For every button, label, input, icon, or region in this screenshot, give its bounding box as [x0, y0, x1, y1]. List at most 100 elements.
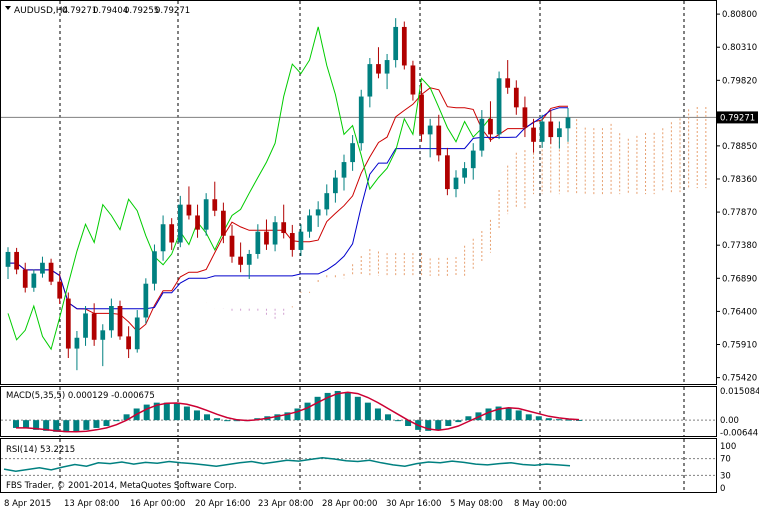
time-tick-label: 13 Apr 08:00 — [64, 499, 119, 509]
macd-bar — [83, 420, 90, 430]
candle-body — [246, 253, 252, 265]
candle-body — [496, 78, 502, 135]
candle-body — [453, 177, 459, 190]
candle-body — [57, 281, 63, 299]
macd-bar — [344, 392, 351, 421]
chikou-line — [7, 26, 491, 351]
macd-bar — [445, 420, 452, 426]
quote-high: 0.79404 — [93, 6, 128, 16]
symbol-label: AUDUSD,H4 — [14, 6, 69, 16]
main-chart-frame — [0, 0, 717, 385]
candle-body — [419, 94, 424, 135]
tenkan-line — [8, 87, 568, 332]
chevron-down-icon[interactable] — [5, 6, 11, 10]
candle-body — [229, 235, 235, 257]
current-price-label: 0.79271 — [720, 113, 755, 123]
candle-body — [212, 199, 218, 211]
candle-body — [134, 317, 140, 350]
macd-bar — [93, 420, 100, 428]
macd-bar — [143, 404, 150, 421]
time-tick-label: 5 May 08:00 — [450, 499, 503, 509]
candle-body — [65, 298, 71, 349]
macd-bar — [43, 420, 50, 431]
rsi-line: 100 70 30 0 — [1, 442, 736, 494]
macd-bar — [364, 402, 371, 421]
macd-bar — [73, 420, 80, 432]
candle-body — [281, 222, 287, 234]
rsi-series — [3, 457, 571, 472]
price-tick-label: 0.79820 — [722, 76, 757, 86]
rsi-label: RSI(14) 53.2215 — [6, 445, 75, 455]
macd-bar — [425, 420, 432, 431]
candle-body — [393, 26, 399, 61]
current-price-badge — [717, 111, 758, 124]
candle-body — [203, 199, 209, 230]
candle-body — [324, 193, 330, 210]
price-tick-label: 0.78850 — [722, 142, 757, 152]
candle-body — [221, 210, 226, 236]
candle-body — [427, 125, 433, 135]
time-tick-label: 30 Apr 16:00 — [386, 499, 441, 509]
candle-body — [315, 209, 321, 216]
macd-bar — [525, 414, 532, 421]
price-tick-label: 0.75910 — [722, 341, 757, 351]
macd-bar — [153, 402, 160, 421]
macd-bar — [374, 408, 381, 421]
candle-body — [565, 117, 571, 129]
candle-body — [255, 231, 261, 254]
quote-low: 0.79255 — [124, 6, 159, 16]
candle-body — [384, 60, 390, 74]
macd-bar — [555, 419, 562, 421]
macd-bar — [284, 412, 291, 421]
candle-body — [531, 127, 536, 142]
macd-bar — [304, 402, 311, 421]
rsi-tick-label: 70 — [720, 455, 731, 465]
candle-body — [40, 262, 45, 274]
price-tick-label: 0.75420 — [722, 374, 757, 384]
macd-bar — [465, 416, 472, 421]
candle-body — [470, 150, 476, 169]
candle-body — [548, 121, 554, 138]
candle-body — [488, 118, 493, 135]
price-tick-label: 0.77380 — [722, 241, 757, 251]
macd-bar — [163, 402, 170, 421]
macd-bar — [495, 406, 502, 421]
macd-bar — [565, 419, 572, 421]
candle-body — [169, 224, 175, 243]
price-axis: 0.80800 0.80310 0.79820 0.79271 0.78850 0.783… — [716, 10, 758, 384]
macd-bar — [183, 406, 190, 421]
time-tick-label: 16 Apr 00:00 — [130, 499, 185, 509]
price-tick-label: 0.78360 — [722, 175, 757, 185]
candle-body — [358, 96, 364, 144]
macd-bar — [123, 414, 130, 421]
macd-bar — [103, 420, 110, 426]
price-tick-label: 0.80310 — [722, 43, 757, 53]
candle-body — [479, 118, 485, 151]
candle-body — [289, 233, 295, 250]
candle-body — [401, 26, 407, 66]
macd-frame — [0, 386, 717, 437]
candle-body — [333, 177, 338, 194]
macd-bar — [13, 420, 19, 428]
time-tick-label: 8 Apr 2015 — [4, 499, 51, 509]
macd-bar — [405, 420, 412, 426]
macd-bar — [193, 410, 200, 421]
macd-bar — [314, 396, 321, 421]
candle-body — [31, 273, 37, 288]
macd-bar — [324, 392, 331, 421]
macd-signal-line — [16, 391, 580, 433]
macd-tick-label: 0.00 — [720, 416, 739, 426]
candle-body — [74, 337, 80, 349]
rsi-tick-label: 100 — [720, 442, 736, 452]
macd-bar — [63, 420, 70, 433]
candle-body — [264, 231, 269, 245]
candle-body — [307, 215, 312, 232]
candle-body — [539, 121, 545, 142]
macd-bar — [173, 403, 180, 421]
macd-bar — [515, 410, 522, 421]
macd-bar — [214, 418, 221, 421]
candle-body — [160, 224, 166, 252]
candle-body — [436, 125, 442, 156]
vertical-grid — [59, 1, 685, 492]
